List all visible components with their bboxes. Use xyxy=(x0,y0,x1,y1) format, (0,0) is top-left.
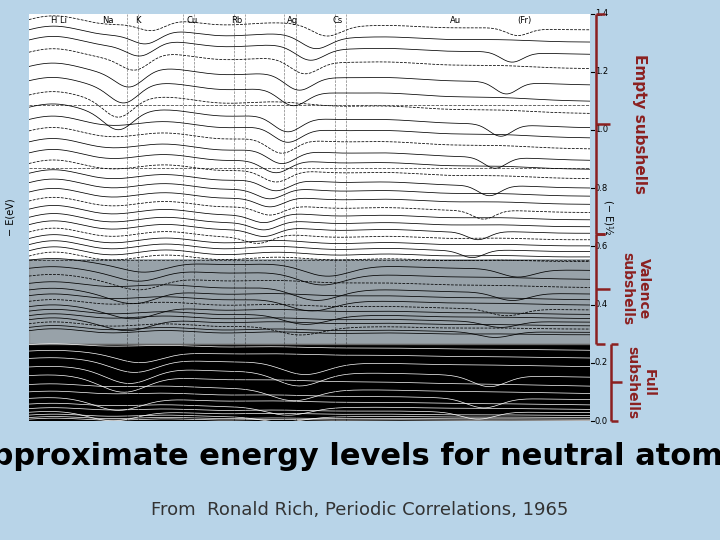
Text: 0.6: 0.6 xyxy=(595,242,608,251)
Text: Cs: Cs xyxy=(332,16,342,24)
Text: Ag: Ag xyxy=(287,16,298,24)
Text: 1.4: 1.4 xyxy=(595,9,608,18)
Text: − E(eV): − E(eV) xyxy=(6,199,16,236)
Polygon shape xyxy=(29,14,590,258)
Text: 0.4: 0.4 xyxy=(595,300,608,309)
Text: K: K xyxy=(135,16,141,24)
Text: Rb: Rb xyxy=(231,16,242,24)
Text: Au: Au xyxy=(450,16,461,24)
Text: Valence
subshells: Valence subshells xyxy=(621,252,651,325)
Text: (Fr): (Fr) xyxy=(518,16,531,24)
Text: Cu: Cu xyxy=(186,16,197,24)
Text: 1.2: 1.2 xyxy=(595,68,608,76)
Text: 0.8: 0.8 xyxy=(595,184,608,193)
Text: Na: Na xyxy=(102,16,113,24)
Text: 1.0: 1.0 xyxy=(595,125,608,134)
Polygon shape xyxy=(29,258,590,344)
Text: 0.0: 0.0 xyxy=(595,417,608,426)
Text: Empty subshells: Empty subshells xyxy=(632,53,647,193)
Text: Approximate energy levels for neutral atoms.: Approximate energy levels for neutral at… xyxy=(0,442,720,471)
Polygon shape xyxy=(29,344,590,421)
Text: 0.2: 0.2 xyxy=(595,359,608,367)
Text: (− E)½: (− E)½ xyxy=(603,200,613,234)
Text: H Li: H Li xyxy=(51,16,67,24)
Text: Full
subshells: Full subshells xyxy=(626,346,656,419)
Text: From  Ronald Rich, Periodic Correlations, 1965: From Ronald Rich, Periodic Correlations,… xyxy=(151,501,569,519)
